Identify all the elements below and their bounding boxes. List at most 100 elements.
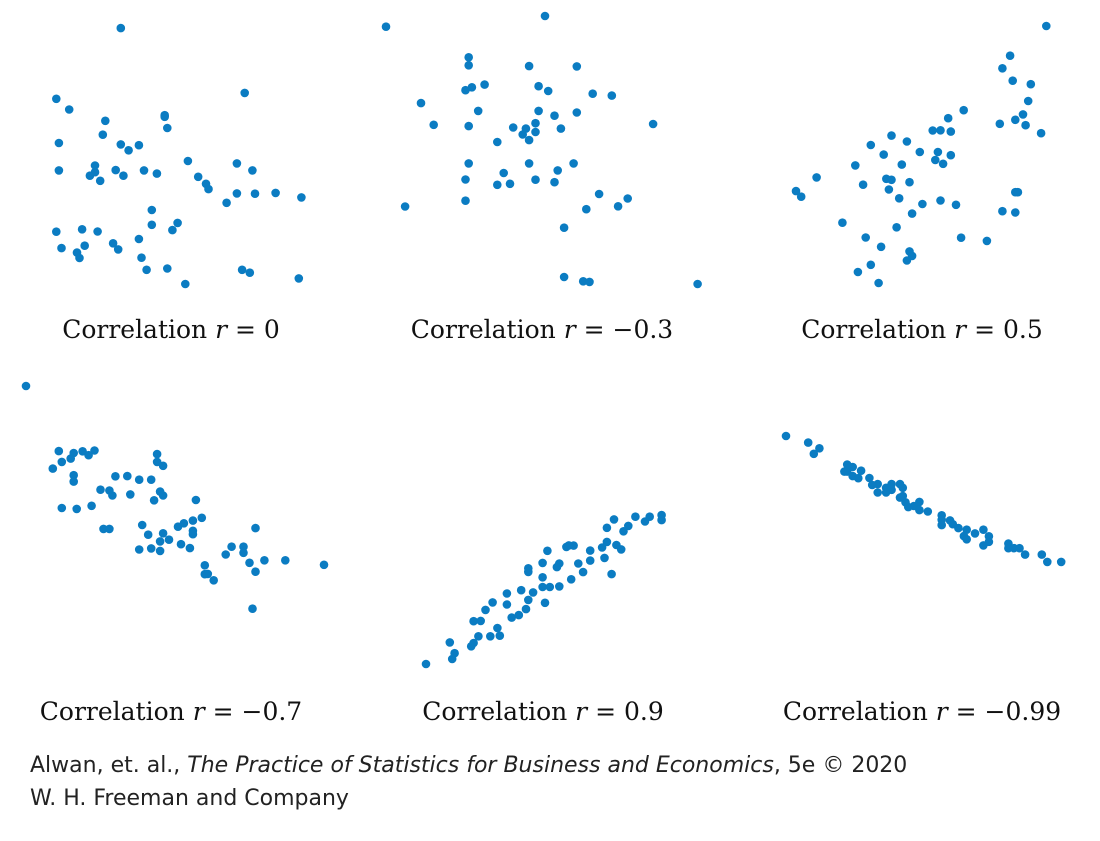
scatter-point-2-39	[907, 209, 917, 218]
scatter-point-0-41	[113, 245, 123, 254]
scatter-point-2-6	[1011, 115, 1020, 125]
scatter-point-5-14	[887, 479, 896, 489]
scatter-point-3-11	[152, 449, 162, 459]
scatter-point-2-49	[866, 260, 876, 270]
scatter-point-1-38	[613, 202, 623, 211]
scatter-point-0-0	[116, 23, 126, 33]
scatter-point-3-60	[200, 569, 210, 579]
scatter-point-0-8	[248, 166, 257, 175]
source-credit-line-2: W. H. Freeman and Company	[30, 786, 349, 811]
scatter-point-3-44	[155, 546, 165, 556]
scatter-point-0-49	[237, 265, 247, 275]
scatter-point-1-19	[508, 123, 518, 132]
scatter-point-2-54	[812, 173, 821, 182]
scatter-point-0-17	[232, 159, 242, 168]
scatter-point-4-14	[540, 598, 550, 608]
scatter-point-0-10	[116, 140, 126, 149]
scatter-point-5-8	[856, 466, 866, 475]
scatter-point-1-16	[572, 108, 582, 117]
scatter-point-3-59	[248, 604, 257, 613]
scatter-point-3-29	[99, 524, 108, 534]
scatter-point-0-23	[152, 169, 162, 178]
scatter-point-1-29	[461, 175, 470, 184]
scatter-point-1-5	[572, 62, 582, 71]
scatter-point-5-42	[1037, 550, 1047, 559]
scatter-point-1-11	[588, 89, 597, 98]
scatter-point-2-0	[1042, 21, 1051, 31]
scatter-point-1-4	[524, 61, 534, 71]
scatter-point-2-19	[933, 147, 943, 157]
scatter-point-4-8	[469, 616, 478, 626]
scatter-point-4-13	[524, 595, 533, 605]
scatter-point-4-12	[521, 604, 531, 614]
scatter-point-2-33	[918, 199, 927, 209]
scatter-point-0-28	[250, 189, 260, 198]
scatter-point-0-24	[193, 172, 203, 182]
scatter-point-0-52	[181, 279, 190, 289]
scatter-point-1-9	[534, 81, 543, 91]
scatter-point-1-3	[464, 61, 473, 70]
scatter-point-3-21	[87, 501, 96, 511]
scatter-point-2-38	[1011, 208, 1020, 217]
scatter-point-3-48	[227, 542, 236, 551]
scatter-point-4-21	[538, 582, 547, 592]
scatter-point-0-30	[297, 193, 306, 202]
scatter-point-3-22	[126, 490, 135, 499]
scatter-point-4-33	[585, 546, 595, 555]
scatter-point-5-23	[915, 505, 924, 515]
scatter-point-1-45	[578, 277, 588, 286]
scatter-point-4-25	[524, 567, 533, 577]
scatter-point-2-15	[936, 126, 945, 135]
scatter-point-3-30	[105, 524, 114, 534]
scatter-point-3-32	[143, 530, 153, 539]
scatter-point-1-6	[461, 85, 470, 95]
scatter-point-2-36	[1013, 187, 1023, 197]
scatter-point-3-27	[57, 503, 67, 513]
scatter-point-1-7	[480, 80, 489, 89]
scatter-point-1-2	[464, 53, 473, 62]
scatter-point-3-50	[251, 523, 260, 533]
scatter-point-3-13	[158, 461, 168, 471]
scatter-point-1-31	[505, 179, 515, 189]
scatter-point-2-37	[998, 206, 1007, 216]
scatter-point-3-58	[319, 560, 329, 570]
scatter-point-0-18	[54, 166, 64, 175]
scatter-point-4-6	[486, 632, 495, 641]
scatter-point-0-50	[245, 268, 255, 278]
scatter-point-3-45	[185, 543, 195, 553]
scatter-point-4-53	[607, 569, 616, 579]
scatter-point-3-25	[191, 495, 201, 505]
scatter-point-0-22	[139, 166, 149, 175]
scatter-point-2-10	[1036, 128, 1046, 138]
scatter-point-0-27	[232, 189, 242, 198]
scatter-point-1-17	[429, 120, 438, 130]
scatter-point-0-13	[90, 161, 100, 170]
scatter-point-2-41	[936, 196, 945, 205]
scatter-point-5-49	[979, 541, 988, 550]
scatter-point-2-9	[1018, 110, 1028, 119]
scatter-point-2-7	[1021, 120, 1030, 130]
scatter-point-2-25	[897, 160, 907, 169]
scatter-point-1-8	[467, 83, 477, 92]
scatter-point-0-7	[163, 123, 172, 133]
scatter-point-1-18	[464, 121, 473, 131]
scatter-point-2-16	[887, 131, 896, 140]
scatter-point-2-50	[956, 233, 966, 242]
scatter-point-3-15	[123, 471, 132, 481]
scatter-point-4-17	[502, 589, 512, 598]
caption-r-0-9: Correlation r = 0.9	[422, 697, 664, 726]
scatter-point-5-44	[1056, 557, 1066, 567]
scatter-point-3-8	[48, 464, 58, 473]
scatter-point-2-28	[884, 185, 894, 194]
scatter-point-1-12	[607, 91, 617, 100]
scatter-point-1-43	[416, 98, 426, 108]
scatter-point-4-22	[545, 582, 555, 592]
scatter-point-4-31	[585, 556, 595, 565]
scatter-point-1-32	[531, 175, 540, 184]
scatter-point-4-32	[600, 553, 609, 563]
scatter-point-3-20	[108, 491, 117, 500]
scatter-panel-r-neg-0-3	[381, 11, 702, 289]
scatter-point-2-55	[902, 256, 912, 265]
scatter-point-0-11	[124, 146, 133, 155]
